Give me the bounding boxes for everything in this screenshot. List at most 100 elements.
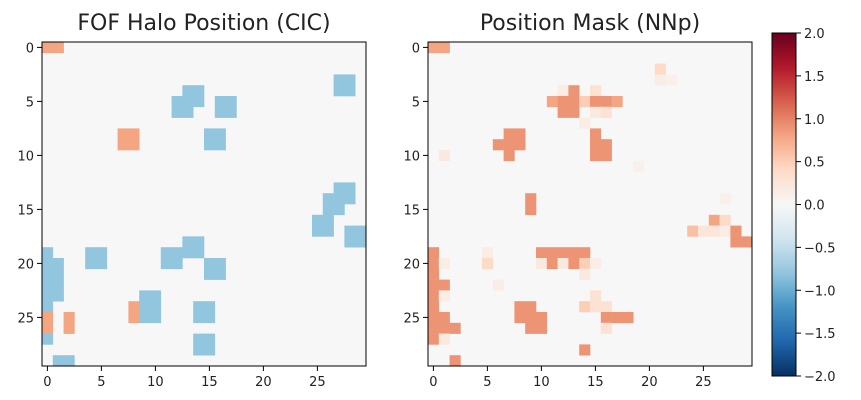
- heatmap-cell: [333, 182, 345, 194]
- heatmap-cell: [525, 193, 537, 205]
- heatmap-cell: [344, 193, 356, 205]
- heatmap-cell: [171, 96, 183, 108]
- heatmap-cell: [503, 128, 515, 140]
- heatmap-cell: [333, 85, 345, 97]
- heatmap-cell: [150, 290, 162, 302]
- colorbar-gradient: [771, 32, 797, 377]
- heatmap-cell: [63, 322, 75, 334]
- colorbar-tick-label: 1.5: [804, 70, 825, 85]
- heatmap-cell: [214, 139, 226, 151]
- heatmap-cell: [128, 312, 140, 324]
- heatmap-cell: [719, 214, 731, 226]
- x-tick-label: 15: [587, 375, 604, 390]
- heatmap-cell: [730, 236, 742, 248]
- heatmap-cell: [687, 225, 699, 237]
- heatmap-cell: [204, 312, 216, 324]
- heatmap-cell: [579, 268, 591, 280]
- heatmap-cell: [344, 236, 356, 248]
- heatmap-cell: [557, 106, 569, 118]
- x-tick-label: 20: [641, 375, 658, 390]
- heatmap-cell: [312, 225, 324, 237]
- heatmap-cell: [536, 312, 548, 324]
- heatmap-cell: [600, 106, 612, 118]
- heatmap-cell: [204, 128, 216, 140]
- heatmap-cell: [117, 128, 129, 140]
- y-tick-label: 20: [403, 257, 420, 272]
- heatmap-cell: [182, 247, 194, 259]
- heatmap-cell: [182, 236, 194, 248]
- heatmap-cell: [438, 258, 450, 270]
- colorbar-tick-label: −2.0: [804, 370, 836, 385]
- heatmap-cell: [42, 333, 54, 345]
- x-tick-label: 5: [97, 375, 105, 390]
- heatmap-cell: [193, 96, 205, 108]
- x-tick-label: 5: [483, 375, 491, 390]
- heatmap-cell: [568, 96, 580, 108]
- x-tick-label: 0: [43, 375, 51, 390]
- heatmap-cell: [600, 150, 612, 162]
- heatmap-cell: [611, 96, 623, 108]
- heatmap-cell: [503, 150, 515, 162]
- heatmap-cell: [503, 139, 515, 151]
- panel-left-frame: [41, 41, 367, 367]
- heatmap-cell: [42, 301, 54, 313]
- heatmap-cell: [654, 63, 666, 75]
- panel-left-ticks: 0 5 10 15 20 25 0 5 10 15 20 25: [17, 41, 325, 390]
- heatmap-cell: [428, 279, 440, 291]
- heatmap-cell: [182, 106, 194, 118]
- heatmap-cell: [741, 236, 753, 248]
- y-tick-label: 25: [403, 311, 420, 326]
- heatmap-cell: [428, 268, 440, 280]
- heatmap-cell: [214, 128, 226, 140]
- heatmap-cell: [568, 247, 580, 259]
- heatmap-cell: [214, 268, 226, 280]
- heatmap-cell: [204, 344, 216, 356]
- heatmap-cell: [333, 204, 345, 216]
- heatmap-cell: [214, 258, 226, 270]
- heatmap-cell: [171, 106, 183, 118]
- heatmap-cell: [482, 258, 494, 270]
- heatmap-cell: [579, 247, 591, 259]
- heatmap-cell: [150, 312, 162, 324]
- heatmap-cell: [344, 74, 356, 86]
- heatmap-cell: [536, 322, 548, 334]
- heatmap-cell: [322, 225, 334, 237]
- heatmap-cell: [600, 301, 612, 313]
- x-tick-label: 25: [695, 375, 712, 390]
- heatmap-cell: [182, 96, 194, 108]
- heatmap-cell: [344, 225, 356, 237]
- y-tick-label: 15: [403, 203, 420, 218]
- panel-right-title: Position Mask (NNp): [480, 11, 700, 36]
- heatmap-cell: [42, 312, 54, 324]
- heatmap-cell: [590, 150, 602, 162]
- heatmap-cell: [590, 128, 602, 140]
- heatmap-cell: [546, 258, 558, 270]
- heatmap-cell: [514, 312, 526, 324]
- colorbar: 2.0 1.5 1.0 0.5 0.0 −0.5 −1.0 −1.5 −2.0: [771, 27, 836, 385]
- x-tick-label: 15: [201, 375, 218, 390]
- heatmap-cell: [128, 128, 140, 140]
- heatmap-cell: [438, 42, 450, 54]
- heatmap-cell: [611, 312, 623, 324]
- heatmap-cell: [52, 42, 64, 54]
- panel-left-cells: [42, 42, 367, 367]
- colorbar-tick-label: −0.5: [804, 241, 836, 256]
- panel-right-frame: [427, 41, 753, 367]
- heatmap-cell: [204, 258, 216, 270]
- x-tick-label: 0: [429, 375, 437, 390]
- heatmap-cell: [428, 322, 440, 334]
- heatmap-cell: [482, 247, 494, 259]
- heatmap-cell: [204, 333, 216, 345]
- heatmap-cell: [438, 322, 450, 334]
- heatmap-cell: [654, 74, 666, 86]
- heatmap-cell: [193, 85, 205, 97]
- heatmap-cell: [428, 258, 440, 270]
- heatmap-cell: [579, 344, 591, 356]
- heatmap-cell: [514, 139, 526, 151]
- heatmap-cell: [449, 355, 461, 367]
- heatmap-cell: [438, 279, 450, 291]
- colorbar-tick-label: 1.0: [804, 113, 825, 128]
- colorbar-tick-label: −1.5: [804, 327, 836, 342]
- heatmap-cell: [322, 204, 334, 216]
- heatmap-cell: [438, 333, 450, 345]
